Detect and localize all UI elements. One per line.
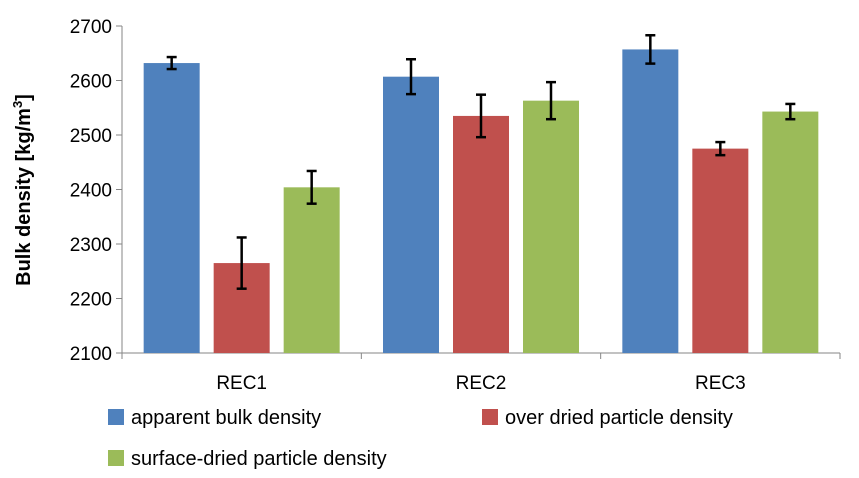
- bar: [762, 111, 819, 353]
- y-axis-title: Bulk density [kg/m3]: [10, 94, 35, 286]
- x-tick-label: REC1: [216, 373, 267, 394]
- y-tick-label: 2400: [70, 181, 112, 202]
- y-axis-title-text: Bulk density [kg/m3]: [10, 94, 35, 286]
- legend-swatch: [482, 409, 498, 425]
- bar: [283, 187, 340, 353]
- y-axis-title-close: ]: [13, 94, 35, 101]
- legend-swatch: [108, 409, 124, 425]
- y-tick-label: 2700: [70, 17, 112, 38]
- y-tick-label: 2500: [70, 126, 112, 147]
- legend-label: surface-dried particle density: [131, 448, 387, 470]
- legend: apparent bulk density over dried particle…: [108, 407, 733, 470]
- bar: [692, 148, 749, 353]
- y-axis-title-superscript: 3: [10, 101, 25, 108]
- bar: [143, 63, 200, 354]
- legend-label: over dried particle density: [505, 407, 733, 429]
- y-tick-label: 2100: [70, 344, 112, 365]
- bar: [383, 76, 439, 353]
- plot-area: 2100 2200 2300 2400 2500 2600 2700 REC1 REC2 REC3: [70, 17, 841, 394]
- y-tick-label: 2300: [70, 235, 112, 256]
- y-axis-title-main: Bulk density [kg/m: [13, 108, 35, 286]
- x-tick-label: REC3: [695, 373, 746, 394]
- y-tick-label: 2200: [70, 290, 112, 311]
- x-tick-label: REC2: [456, 373, 507, 394]
- legend-label: apparent bulk density: [131, 407, 321, 429]
- bar: [523, 100, 579, 353]
- bar: [622, 49, 679, 354]
- y-tick-label: 2600: [70, 72, 112, 93]
- legend-swatch: [108, 450, 124, 466]
- bar: [453, 115, 509, 353]
